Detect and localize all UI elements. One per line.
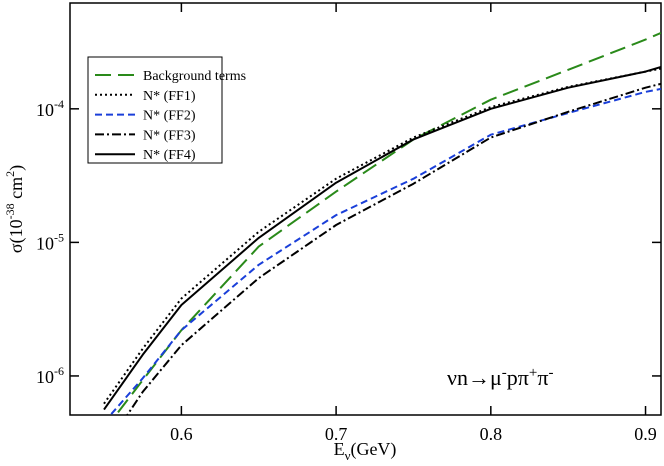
legend-label: N* (FF1) — [143, 89, 196, 104]
y-axis-label: σ(10-38 cm2) — [3, 165, 27, 253]
y-tick-label: 10-6 — [36, 364, 64, 387]
plot-area — [103, 31, 661, 415]
plot-frame — [69, 2, 662, 416]
x-tick-label: 0.7 — [325, 424, 348, 444]
annotation: νn→μ-pπ+π- — [447, 365, 553, 390]
legend-label: N* (FF2) — [143, 109, 196, 124]
series-line — [109, 87, 661, 415]
legend-label: Background terms — [143, 69, 246, 84]
legend-label: N* (FF3) — [143, 128, 196, 143]
x-tick-label: 0.8 — [480, 424, 503, 444]
series-line — [126, 82, 661, 415]
x-tick-label: 0.6 — [170, 424, 193, 444]
y-tick-label: 10-4 — [36, 97, 64, 120]
x-axis-label: Eν(GeV) — [334, 439, 397, 463]
series-line — [103, 65, 661, 411]
y-tick-label: 10-5 — [36, 230, 64, 253]
x-tick-label: 0.9 — [634, 424, 657, 444]
legend-label: N* (FF4) — [143, 148, 196, 163]
